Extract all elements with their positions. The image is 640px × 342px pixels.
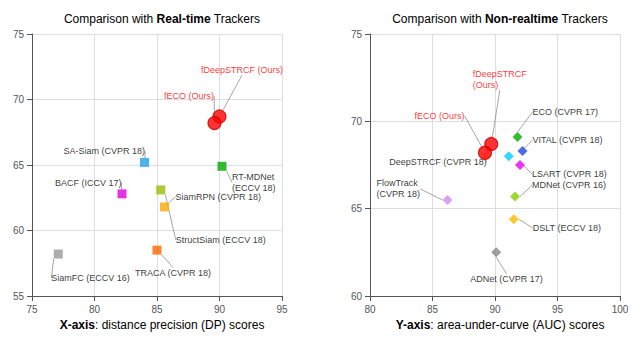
svg-text:Comparison with: Comparison with xyxy=(392,12,485,26)
svg-text:75: 75 xyxy=(351,29,363,40)
svg-text:fDeepSTRCF (Ours): fDeepSTRCF (Ours) xyxy=(201,65,283,75)
svg-text:ECO (CVPR 17): ECO (CVPR 17) xyxy=(533,107,599,117)
svg-text:Non-realtime: Non-realtime xyxy=(485,12,559,26)
svg-text:MDNet (CVPR 16): MDNet (CVPR 16) xyxy=(532,180,606,190)
svg-text:SA-Siam (CVPR 18): SA-Siam (CVPR 18) xyxy=(64,146,146,156)
svg-text:Y-axis: Y-axis xyxy=(396,318,431,332)
svg-text:: area-under-curve (AUC) score: : area-under-curve (AUC) scores xyxy=(430,318,604,332)
svg-text:95: 95 xyxy=(276,304,288,315)
svg-text:90: 90 xyxy=(489,304,501,315)
svg-text:90: 90 xyxy=(214,304,226,315)
svg-text:fECO (Ours): fECO (Ours) xyxy=(415,111,465,121)
svg-text:FlowTrack: FlowTrack xyxy=(377,178,419,188)
svg-text:60: 60 xyxy=(13,225,25,236)
svg-text:60: 60 xyxy=(351,291,363,302)
svg-text:85: 85 xyxy=(427,304,439,315)
svg-text:(CVPR 18): (CVPR 18) xyxy=(377,189,421,199)
svg-text:SiamRPN (CVPR 18): SiamRPN (CVPR 18) xyxy=(176,192,262,202)
svg-text:Real-time: Real-time xyxy=(157,12,211,26)
svg-text:X-axis: X-axis xyxy=(60,318,96,332)
svg-text:SiamFC (ECCV 16): SiamFC (ECCV 16) xyxy=(51,273,130,283)
svg-text:(Ours): (Ours) xyxy=(473,80,499,90)
svg-text:75: 75 xyxy=(26,304,38,315)
svg-text:fDeepSTRCF: fDeepSTRCF xyxy=(473,69,528,79)
svg-text:70: 70 xyxy=(351,116,363,127)
svg-text:TRACA (CVPR 18): TRACA (CVPR 18) xyxy=(135,268,211,278)
svg-text:Comparison with: Comparison with xyxy=(64,12,157,26)
svg-text:Trackers: Trackers xyxy=(558,12,607,26)
svg-text:VITAL (CVPR 18): VITAL (CVPR 18) xyxy=(533,135,603,145)
svg-text:LSART (CVPR 18): LSART (CVPR 18) xyxy=(532,169,607,179)
svg-text:70: 70 xyxy=(13,94,25,105)
svg-text:DSLT (ECCV 18): DSLT (ECCV 18) xyxy=(533,223,601,233)
svg-text:(ECCV 18): (ECCV 18) xyxy=(232,182,276,193)
svg-text:65: 65 xyxy=(13,160,25,171)
svg-text:fECO (Ours): fECO (Ours) xyxy=(164,91,214,101)
svg-text:80: 80 xyxy=(89,304,101,315)
svg-text:DeepSTRCF (CVPR 18): DeepSTRCF (CVPR 18) xyxy=(389,157,487,167)
svg-text:StructSiam (ECCV 18): StructSiam (ECCV 18) xyxy=(176,235,266,245)
svg-text:80: 80 xyxy=(364,304,376,315)
svg-text:100: 100 xyxy=(612,304,629,315)
svg-text:ADNet (CVPR 17): ADNet (CVPR 17) xyxy=(470,274,543,284)
svg-text:95: 95 xyxy=(552,304,564,315)
svg-text:Trackers: Trackers xyxy=(211,12,260,26)
svg-text:75: 75 xyxy=(13,29,25,40)
svg-text:85: 85 xyxy=(151,304,163,315)
svg-text:65: 65 xyxy=(351,203,363,214)
svg-text:RT-MDNet: RT-MDNet xyxy=(232,172,275,182)
svg-text:: distance precision (DP) scor: : distance precision (DP) scores xyxy=(95,318,264,332)
svg-text:55: 55 xyxy=(13,291,25,302)
svg-text:BACF (ICCV 17): BACF (ICCV 17) xyxy=(55,178,122,188)
